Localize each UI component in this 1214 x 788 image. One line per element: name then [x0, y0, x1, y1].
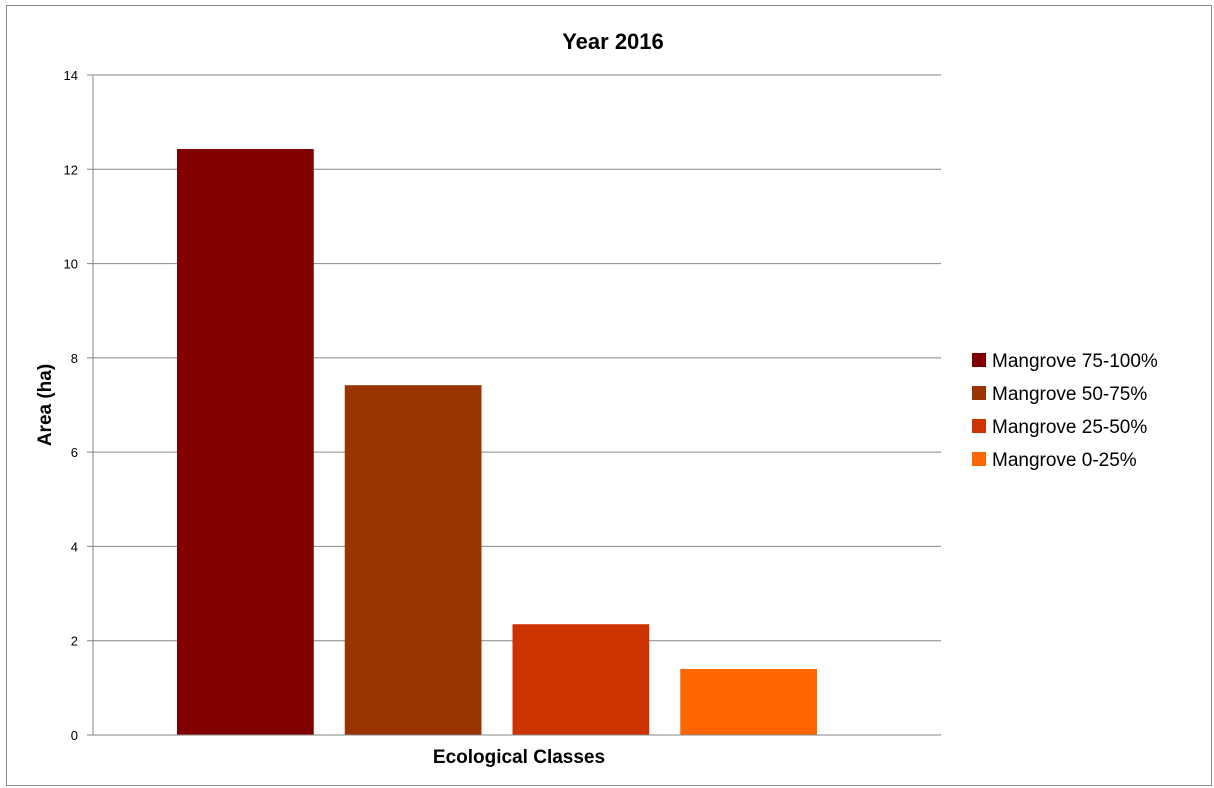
- chart-title: Year 2016: [562, 29, 664, 54]
- legend-label: Mangrove 25-50%: [992, 417, 1147, 438]
- y-axis-title: Area (ha): [35, 364, 56, 446]
- y-tick-labels: 0 2 4 6 8 10 12 14: [64, 68, 78, 743]
- y-tick-label: 4: [71, 539, 78, 554]
- legend-label: Mangrove 0-25%: [992, 450, 1137, 471]
- y-tick-label: 2: [71, 634, 78, 649]
- bar-mangrove-50-75: [344, 385, 482, 735]
- legend-swatch: [972, 353, 986, 367]
- bar-mangrove-25-50: [512, 624, 650, 735]
- legend-label: Mangrove 50-75%: [992, 384, 1147, 405]
- y-tick-label: 8: [71, 351, 78, 366]
- legend: Mangrove 75-100% Mangrove 50-75% Mangrove …: [972, 351, 1158, 471]
- y-tick-label: 6: [71, 445, 78, 460]
- legend-swatch: [972, 452, 986, 466]
- y-tick-label: 0: [71, 728, 78, 743]
- bars: [177, 149, 817, 735]
- y-tick-label: 14: [64, 68, 78, 83]
- legend-swatch: [972, 386, 986, 400]
- legend-label: Mangrove 75-100%: [992, 351, 1158, 372]
- bar-mangrove-0-25: [680, 669, 817, 735]
- y-tick-label: 12: [64, 162, 78, 177]
- x-axis-title: Ecological Classes: [433, 747, 605, 768]
- y-tick-label: 10: [64, 257, 78, 272]
- legend-swatch: [972, 419, 986, 433]
- bar-mangrove-75-100: [177, 149, 314, 735]
